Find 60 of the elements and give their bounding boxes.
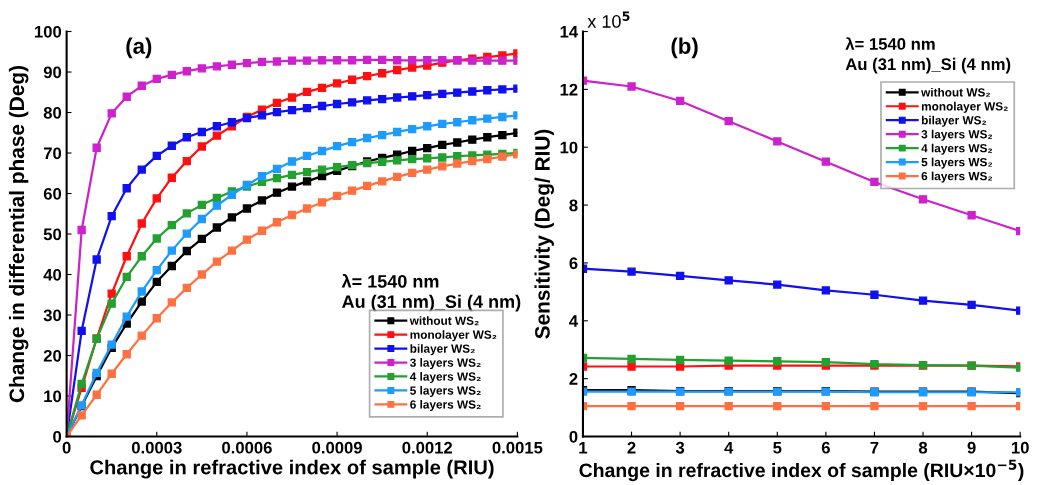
legend-label: without WS₂: [921, 87, 991, 97]
x-tick-label: 9: [967, 441, 976, 454]
legend-label: 3 layers WS₂: [921, 129, 993, 141]
x-tick-label: 0.0006: [222, 441, 272, 454]
x-tick-label: 6: [821, 441, 830, 454]
x-tick-label: 7: [870, 441, 879, 454]
legend-label: monolayer WS₂: [921, 101, 1008, 113]
legend-label: 4 layers WS₂: [921, 143, 993, 155]
y-tick-label: 0: [53, 430, 62, 443]
annotation: Au (31 nm)_Si (4 nm): [342, 294, 521, 312]
x-tick-label: 8: [918, 441, 928, 454]
y-axis-title: Sensitivity (Deg/ RIU): [534, 129, 555, 339]
x-tick-label: 3: [675, 441, 685, 454]
y-tick-label: 60: [43, 187, 62, 200]
annotation: Au (31 nm)_Si (4 nm): [845, 57, 1011, 74]
y-tick-label: 2: [569, 373, 578, 385]
y-tick-label: 20: [43, 349, 62, 362]
y-tick-label: 0: [569, 430, 578, 443]
x-axis-title: Change in refractive index of sample (RIU×10$^{−5}$): [579, 459, 1024, 482]
x-tick-label: 0.0015: [492, 441, 543, 454]
y-tick-label: 4: [569, 315, 579, 327]
y-tick-label: 12: [560, 83, 578, 96]
y-tick-label: 40: [43, 268, 62, 281]
x-tick-label: 4: [724, 441, 734, 454]
x-tick-label: 0: [62, 441, 71, 454]
x-tick-label: 0.0012: [402, 441, 453, 454]
y-tick-label: 10: [44, 390, 62, 403]
y-tick-label: 50: [43, 228, 62, 241]
x-tick-label: 10: [1011, 441, 1029, 454]
x-tick-label: 1: [579, 441, 588, 454]
text: x 10$^{5}$: [587, 11, 630, 28]
y-tick-label: 100: [35, 25, 62, 38]
annotation: λ= 1540 nm: [845, 37, 935, 50]
annotation: λ= 1540 nm: [341, 274, 439, 288]
y-tick-label: 70: [43, 147, 62, 160]
x-tick-label: 0.0003: [131, 441, 182, 454]
legend-label: monolayer WS₂: [410, 330, 497, 342]
y-tick-label: 30: [43, 309, 62, 322]
x-axis-title: Change in refractive index of sample (RIU): [90, 459, 494, 479]
y-tick-label: 14: [560, 26, 579, 38]
y-tick-label: 10: [560, 141, 578, 154]
legend-label: bilayer WS₂: [410, 344, 475, 356]
legend-label: 3 layers WS₂: [410, 358, 481, 370]
y-axis-title: Change in differential phase (Deg): [8, 66, 29, 403]
x-tick-label: 0.0009: [312, 441, 362, 454]
x-tick-label: 2: [627, 441, 636, 454]
legend-label: bilayer WS₂: [921, 115, 987, 127]
legend-label: 6 layers WS₂: [921, 171, 993, 183]
legend-label: 6 layers WS₂: [410, 399, 481, 411]
y-tick-label: 6: [569, 257, 578, 270]
y-tick-label: 8: [569, 199, 578, 212]
chart-title: (b): [671, 37, 698, 59]
legend-label: 4 layers WS₂: [409, 372, 481, 384]
y-tick-label: 80: [43, 106, 62, 119]
x-tick-label: 5: [773, 441, 782, 454]
chart-title: (a): [126, 37, 152, 59]
y-tick-label: 90: [43, 66, 62, 79]
legend-label: 5 layers WS₂: [921, 157, 993, 169]
legend-label: without WS₂: [409, 316, 479, 326]
legend-label: 5 layers WS₂: [410, 386, 481, 398]
